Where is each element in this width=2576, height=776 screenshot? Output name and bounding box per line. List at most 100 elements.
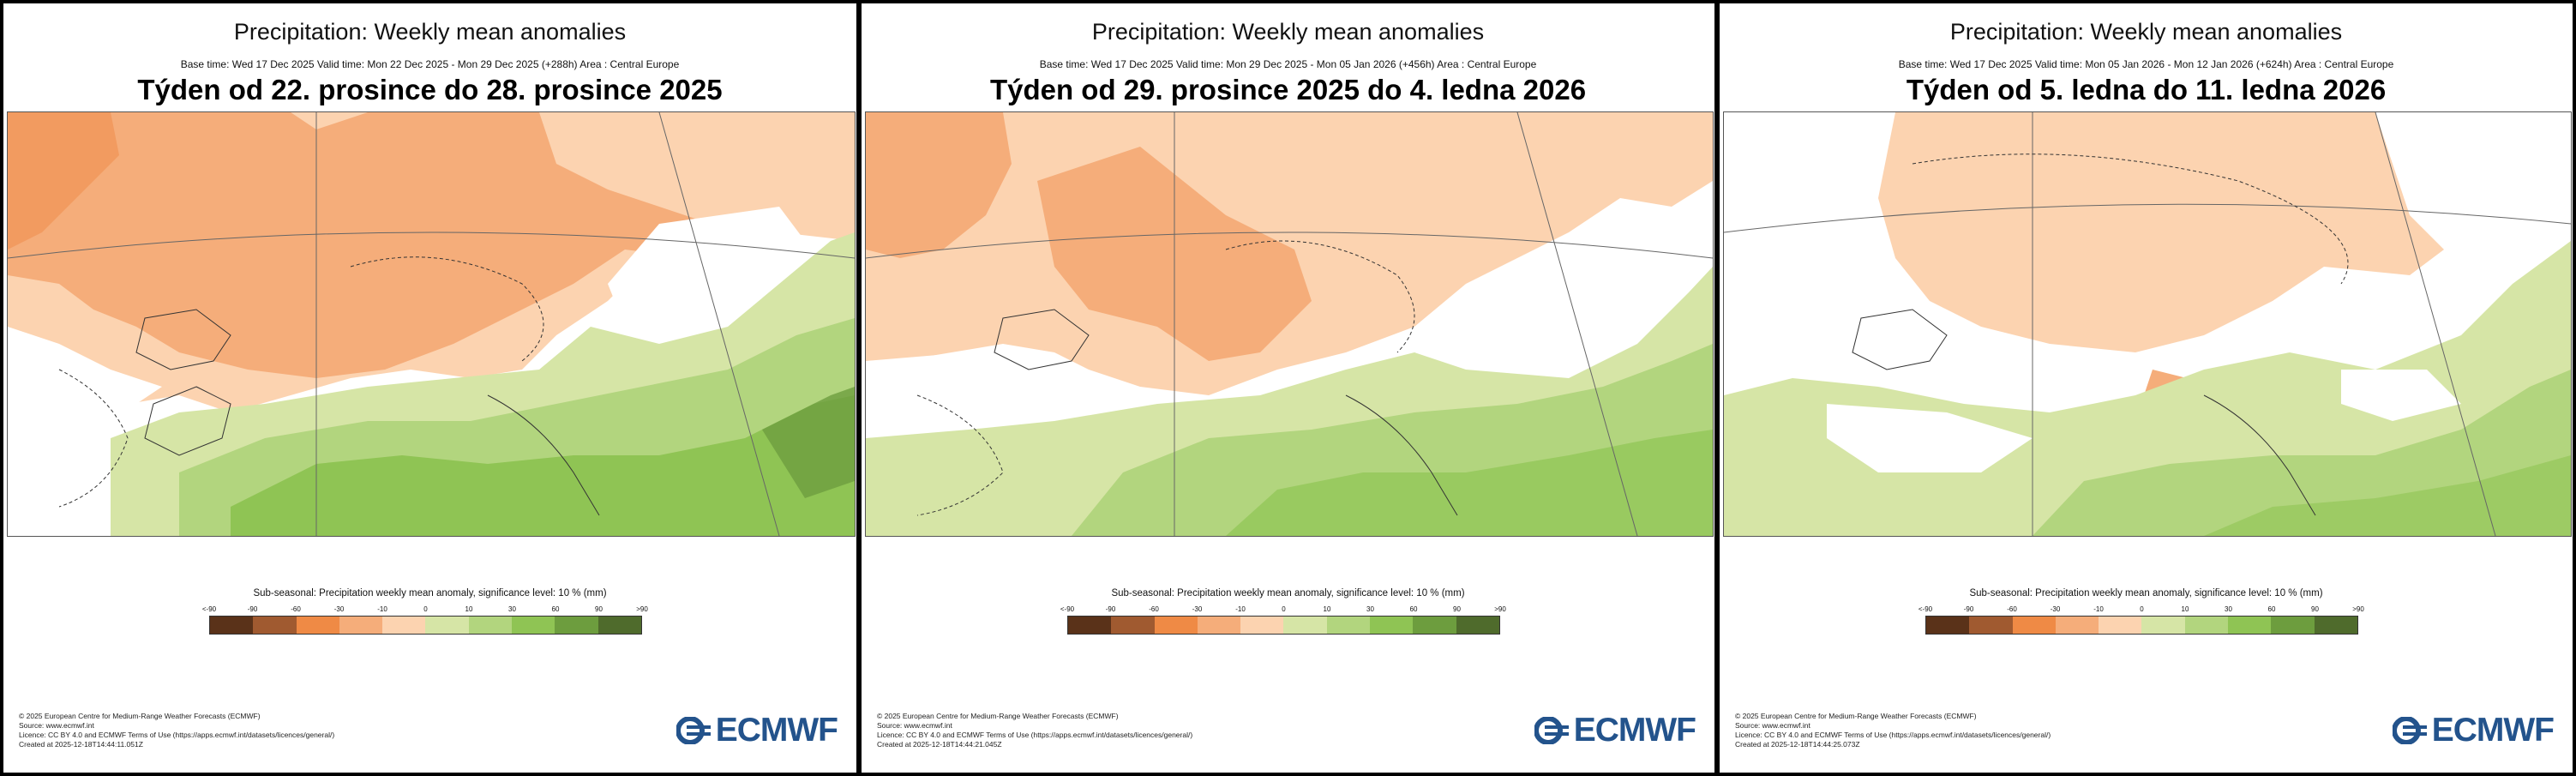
credit-line: Created at 2025-12-18T14:44:25.073Z bbox=[1735, 740, 1860, 749]
panel-title: Precipitation: Weekly mean anomalies bbox=[1091, 19, 1485, 45]
legend-swatch bbox=[2314, 617, 2357, 634]
legend-swatch bbox=[1068, 617, 1112, 634]
legend-tick-label: 0 bbox=[1282, 605, 1286, 613]
base-time-text: Base time: Wed 17 Dec 2025 Valid time: M… bbox=[1039, 58, 1537, 70]
legend-swatch bbox=[597, 617, 641, 634]
legend-swatch bbox=[1197, 617, 1241, 634]
credits: © 2025 European Centre for Medium-Range … bbox=[19, 712, 334, 749]
logo-text: ECMWF bbox=[1573, 712, 1696, 749]
legend-tick-label: >90 bbox=[1494, 605, 1506, 613]
legend-tick-label: 0 bbox=[2140, 605, 2144, 613]
legend-bar bbox=[209, 616, 642, 635]
legend-swatch bbox=[1240, 617, 1284, 634]
legend-tick-label: -10 bbox=[377, 605, 387, 613]
legend-swatch bbox=[2055, 617, 2099, 634]
logo-text: ECMWF bbox=[2431, 712, 2555, 749]
base-time-text: Base time: Wed 17 Dec 2025 Valid time: M… bbox=[1898, 58, 2394, 70]
credit-line: © 2025 European Centre for Medium-Range … bbox=[877, 712, 1119, 720]
legend-swatch bbox=[1456, 617, 1499, 634]
legend-tick-label: 90 bbox=[595, 605, 603, 613]
legend-tick-label: 10 bbox=[1323, 605, 1331, 613]
legend-tick-label: >90 bbox=[636, 605, 648, 613]
legend-tick-label: -90 bbox=[1963, 605, 1974, 613]
legend-tick-label: <-90 bbox=[201, 605, 217, 613]
color-legend: <-90 -90 -60 -30 -10 0 10 30 60 90 >90 bbox=[1918, 605, 2364, 635]
legend-tick-label: -30 bbox=[333, 605, 345, 613]
anomaly-map bbox=[865, 111, 1714, 537]
legend-tick-label: 30 bbox=[2225, 605, 2232, 613]
color-legend: <-90 -90 -60 -30 -10 0 10 30 60 90 >90 bbox=[1060, 605, 1506, 635]
legend-tick-label: 10 bbox=[2181, 605, 2189, 613]
legend-tick-label: -30 bbox=[1192, 605, 1203, 613]
legend-tick-label: 60 bbox=[1409, 605, 1418, 613]
legend-swatch bbox=[2141, 617, 2185, 634]
legend-swatch bbox=[210, 617, 254, 634]
legend-tick-label: >90 bbox=[2352, 605, 2364, 613]
legend-title: Sub-seasonal: Precipitation weekly mean … bbox=[1111, 588, 1465, 599]
legend-bar bbox=[1067, 616, 1500, 635]
map-panel-3: Precipitation: Weekly mean anomalies Bas… bbox=[1720, 3, 2573, 773]
legend-tick-label: -10 bbox=[2093, 605, 2104, 613]
legend-tick-label: -60 bbox=[2007, 605, 2017, 613]
week-title: Týden od 5. ledna do 11. ledna 2026 bbox=[1906, 74, 2387, 105]
credit-line: Created at 2025-12-18T14:44:11.051Z bbox=[19, 740, 143, 749]
legend-swatch bbox=[1969, 617, 2013, 634]
credit-line: © 2025 European Centre for Medium-Range … bbox=[19, 712, 261, 720]
credit-line: Source: www.ecmwf.int bbox=[877, 721, 952, 730]
credits: © 2025 European Centre for Medium-Range … bbox=[877, 712, 1192, 749]
credit-line: Licence: CC BY 4.0 and ECMWF Terms of Us… bbox=[19, 731, 335, 739]
legend-tick-label: <-90 bbox=[1918, 605, 1933, 613]
credit-line: Licence: CC BY 4.0 and ECMWF Terms of Us… bbox=[877, 731, 1193, 739]
legend-swatch bbox=[339, 617, 383, 634]
week-title: Týden od 29. prosince 2025 do 4. ledna 2… bbox=[989, 74, 1587, 105]
color-legend: <-90 -90 -60 -30 -10 0 10 30 60 90 >90 bbox=[202, 605, 648, 635]
credit-line: Source: www.ecmwf.int bbox=[1735, 721, 1810, 730]
legend-swatch bbox=[1283, 617, 1327, 634]
ecmwf-logo: ECMWF bbox=[1534, 712, 1696, 749]
legend-swatch bbox=[468, 617, 513, 634]
legend-swatch bbox=[1154, 617, 1198, 634]
legend-swatch bbox=[1326, 617, 1371, 634]
legend-tick-label: -30 bbox=[2050, 605, 2061, 613]
legend-swatch bbox=[2228, 617, 2272, 634]
legend-swatch bbox=[555, 617, 598, 634]
legend-tick-label: 90 bbox=[1453, 605, 1461, 613]
legend-tick-label: 0 bbox=[423, 605, 428, 613]
legend-swatch bbox=[1111, 617, 1155, 634]
legend-swatch bbox=[425, 617, 469, 634]
legend-swatch bbox=[1370, 617, 1414, 634]
legend-tick-label: 30 bbox=[508, 605, 516, 613]
legend-tick-label: -90 bbox=[1105, 605, 1116, 613]
logo-text: ECMWF bbox=[715, 712, 838, 749]
legend-swatch bbox=[512, 617, 555, 634]
legend-tick-label: 10 bbox=[465, 605, 473, 613]
legend-title: Sub-seasonal: Precipitation weekly mean … bbox=[253, 588, 607, 599]
panel-title: Precipitation: Weekly mean anomalies bbox=[233, 19, 627, 45]
legend-ticks: <-90 -90 -60 -30 -10 0 10 30 60 90 >90 bbox=[1060, 605, 1506, 616]
credit-line: © 2025 European Centre for Medium-Range … bbox=[1735, 712, 1977, 720]
legend-tick-label: -60 bbox=[291, 605, 301, 613]
anomaly-map bbox=[1723, 111, 2572, 537]
map-panel-1: Precipitation: Weekly mean anomalies Bas… bbox=[3, 3, 856, 773]
credit-line: Created at 2025-12-18T14:44:21.045Z bbox=[877, 740, 1002, 749]
legend-swatch bbox=[2099, 617, 2142, 634]
credit-line: Source: www.ecmwf.int bbox=[19, 721, 94, 730]
legend-tick-label: 60 bbox=[551, 605, 560, 613]
legend-ticks: <-90 -90 -60 -30 -10 0 10 30 60 90 >90 bbox=[202, 605, 648, 616]
panel-title: Precipitation: Weekly mean anomalies bbox=[1949, 19, 2343, 45]
legend-swatch bbox=[382, 617, 426, 634]
legend-title: Sub-seasonal: Precipitation weekly mean … bbox=[1969, 588, 2323, 599]
legend-swatch bbox=[1926, 617, 1970, 634]
ecmwf-logo: ECMWF bbox=[676, 712, 838, 749]
credit-line: Licence: CC BY 4.0 and ECMWF Terms of Us… bbox=[1735, 731, 2051, 739]
week-title: Týden od 22. prosince do 28. prosince 20… bbox=[137, 74, 723, 105]
legend-tick-label: -60 bbox=[1149, 605, 1159, 613]
legend-swatch bbox=[1413, 617, 1456, 634]
legend-tick-label: 30 bbox=[1366, 605, 1374, 613]
legend-tick-label: 60 bbox=[2267, 605, 2276, 613]
legend-swatch bbox=[253, 617, 297, 634]
legend-bar bbox=[1925, 616, 2358, 635]
legend-swatch bbox=[2012, 617, 2056, 634]
map-panel-2: Precipitation: Weekly mean anomalies Bas… bbox=[862, 3, 1714, 773]
legend-tick-label: -90 bbox=[247, 605, 258, 613]
